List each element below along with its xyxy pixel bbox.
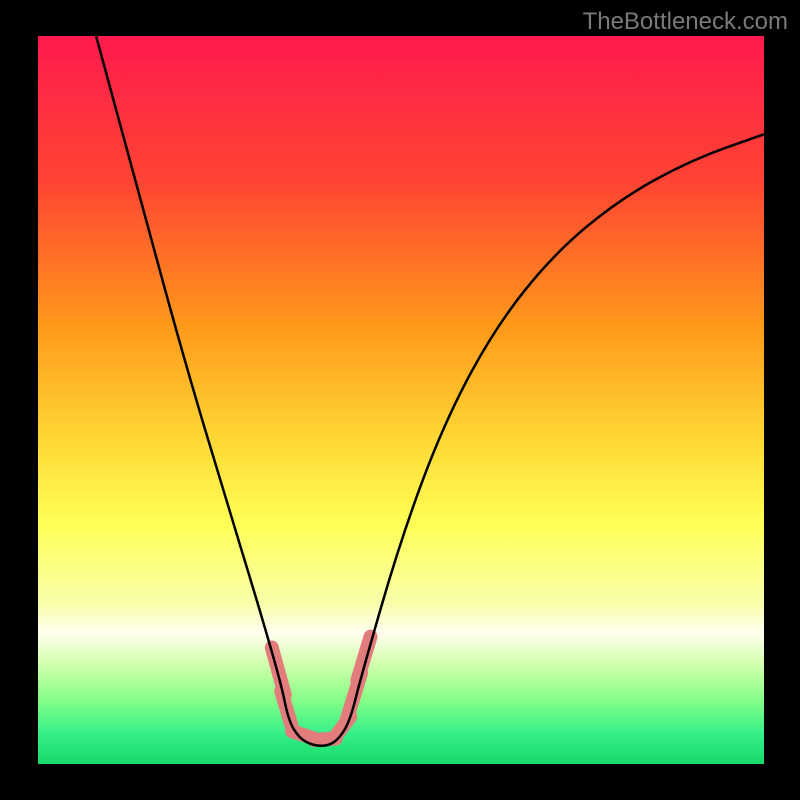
plot-background: [38, 36, 764, 764]
watermark-text: TheBottleneck.com: [583, 8, 788, 36]
bottleneck-curve-chart: [0, 0, 800, 800]
chart-container: TheBottleneck.com: [0, 0, 800, 800]
